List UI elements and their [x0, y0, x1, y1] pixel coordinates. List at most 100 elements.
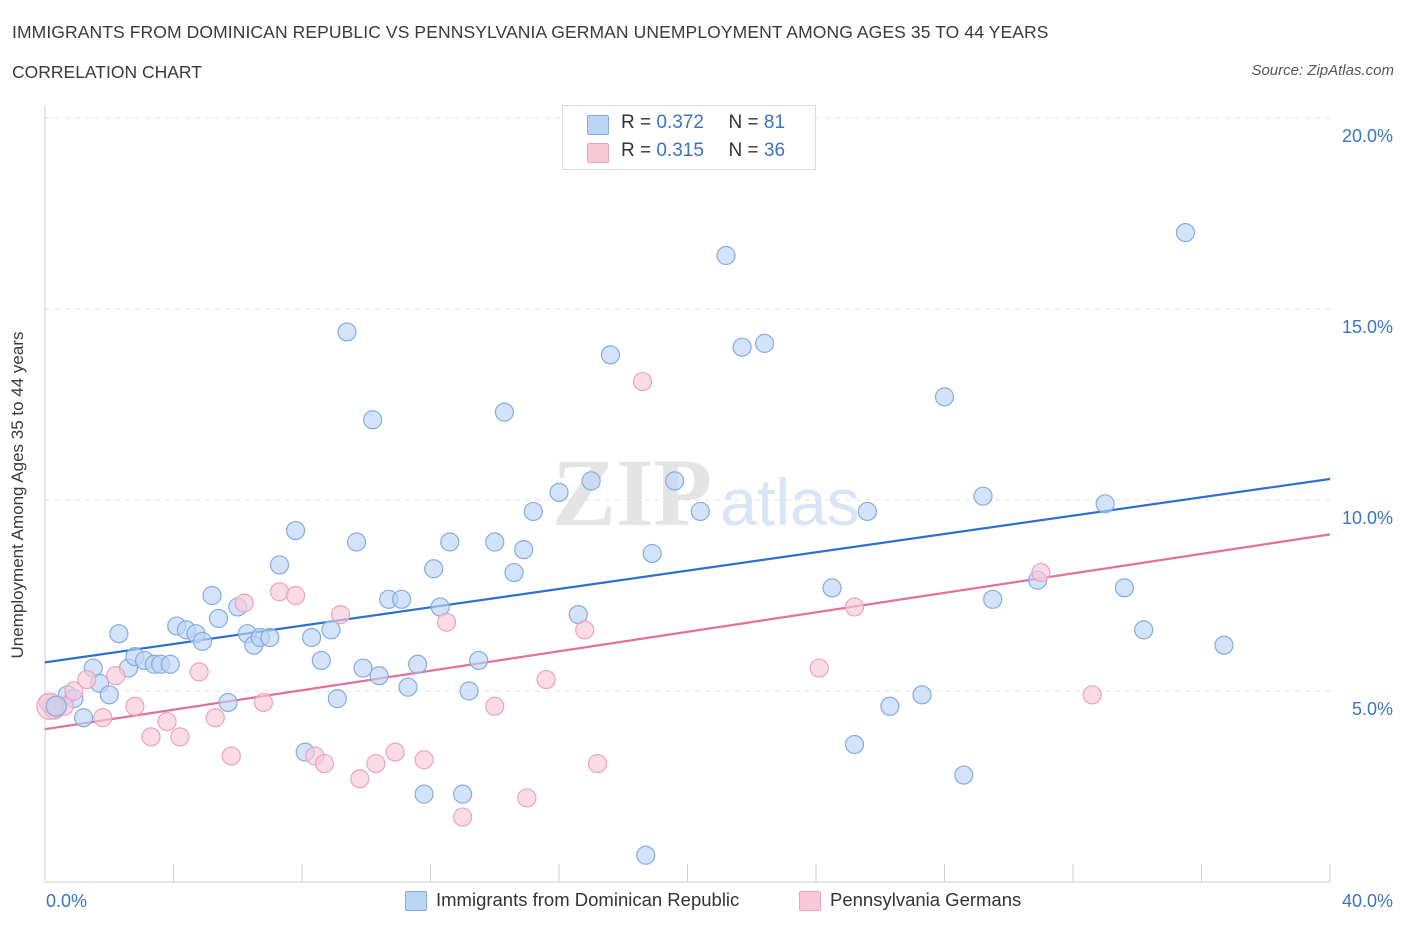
point-dominican: [208, 608, 229, 629]
y-axis-label: Unemployment Among Ages 35 to 44 years: [8, 331, 27, 659]
point-dominican: [45, 695, 67, 717]
legend-label-pa-german: Pennsylvania Germans: [830, 889, 1022, 910]
point-dominican: [844, 734, 865, 755]
point-pa-german: [285, 585, 306, 606]
point-dominican: [302, 627, 322, 648]
point-pa-german: [366, 753, 386, 774]
point-dominican: [414, 784, 434, 804]
point-dominican: [99, 685, 119, 705]
point-pa-german: [314, 753, 335, 774]
point-dominican: [1134, 620, 1154, 640]
r-value-blue: 0.372: [656, 112, 704, 133]
n-value-blue: 81: [763, 112, 786, 133]
point-dominican: [514, 540, 534, 560]
point-dominican: [1095, 494, 1115, 514]
point-pa-german: [77, 669, 97, 690]
point-dominican: [347, 532, 367, 552]
x-tick-label-max: 40.0%: [1342, 891, 1393, 911]
stats-legend: R = 0.372 N = 81 R = 0.315 N = 36: [562, 105, 816, 170]
point-dominican: [459, 681, 479, 701]
legend-label-dominican: Immigrants from Dominican Republic: [436, 889, 740, 910]
point-pa-german: [1082, 685, 1102, 705]
point-dominican: [1175, 223, 1196, 243]
n-label: N =: [728, 140, 759, 161]
point-dominican: [523, 501, 543, 522]
point-pa-german: [221, 746, 241, 766]
point-dominican: [73, 708, 94, 728]
point-dominican: [1214, 635, 1234, 655]
y-tick-label: 10.0%: [1342, 508, 1393, 528]
y-tick-label: 20.0%: [1342, 126, 1393, 146]
point-dominican: [504, 562, 524, 583]
point-pa-german: [632, 371, 653, 392]
watermark: ZIP atlas: [552, 439, 860, 546]
point-dominican: [311, 650, 331, 671]
point-dominican: [549, 482, 569, 502]
point-dominican: [321, 620, 341, 640]
point-dominican: [363, 410, 383, 430]
point-dominican: [398, 677, 418, 697]
point-dominican: [202, 585, 222, 606]
point-dominican: [716, 245, 736, 266]
r-value-pink: 0.315: [656, 140, 704, 161]
point-pa-german: [385, 742, 405, 762]
point-pa-german: [809, 658, 829, 678]
point-dominican: [424, 559, 444, 579]
point-pa-german: [157, 711, 177, 732]
point-dominican: [754, 333, 775, 353]
point-dominican: [218, 692, 238, 713]
point-dominican: [636, 845, 656, 865]
point-pa-german: [517, 788, 537, 808]
point-dominican: [732, 337, 752, 357]
point-dominican: [337, 322, 357, 342]
point-dominican: [983, 589, 1003, 609]
point-dominican: [880, 696, 900, 716]
point-dominican: [642, 543, 662, 564]
r-label: R =: [621, 140, 652, 161]
point-pa-german: [485, 696, 505, 716]
n-value-pink: 36: [763, 140, 786, 161]
point-pa-german: [414, 750, 434, 770]
point-dominican: [600, 345, 621, 365]
r-label: R =: [621, 112, 652, 133]
data-points: [36, 223, 1234, 865]
point-dominican: [192, 631, 213, 651]
point-dominican: [440, 532, 460, 552]
point-dominican: [469, 650, 489, 671]
point-pa-german: [234, 593, 254, 613]
chart-subtitle: CORRELATION CHART: [12, 62, 202, 82]
point-pa-german: [170, 727, 190, 747]
n-label: N =: [728, 112, 759, 133]
point-pa-german: [205, 708, 225, 728]
blue-swatch: [587, 115, 609, 135]
point-dominican: [327, 689, 347, 709]
point-dominican: [285, 520, 306, 541]
y-tick-label: 15.0%: [1342, 317, 1393, 337]
point-pa-german: [1031, 562, 1051, 583]
source-credit: Source: ZipAtlas.com: [1251, 62, 1394, 79]
point-dominican: [973, 486, 993, 506]
tick-labels: 5.0% 10.0% 15.0% 20.0% 0.0% 40.0%: [46, 126, 1393, 911]
point-dominican: [494, 402, 514, 422]
point-pa-german: [125, 696, 145, 716]
point-pa-german: [587, 753, 608, 774]
point-pa-german: [575, 620, 595, 640]
pink-swatch: [587, 143, 609, 163]
point-dominican: [581, 471, 601, 491]
point-dominican: [453, 784, 473, 804]
point-pa-german: [64, 681, 84, 701]
point-pa-german: [436, 612, 457, 632]
legend-swatch-pink: [799, 891, 821, 911]
point-dominican: [665, 471, 685, 491]
point-pa-german: [141, 727, 161, 747]
point-dominican: [954, 765, 974, 785]
point-dominican: [1114, 578, 1135, 598]
point-pa-german: [844, 597, 865, 617]
point-dominican: [822, 578, 842, 598]
chart-title: IMMIGRANTS FROM DOMINICAN REPUBLIC VS PE…: [12, 22, 1049, 42]
point-dominican: [160, 654, 180, 674]
point-dominican: [934, 387, 955, 407]
point-pa-german: [189, 662, 209, 682]
point-pa-german: [453, 807, 473, 827]
